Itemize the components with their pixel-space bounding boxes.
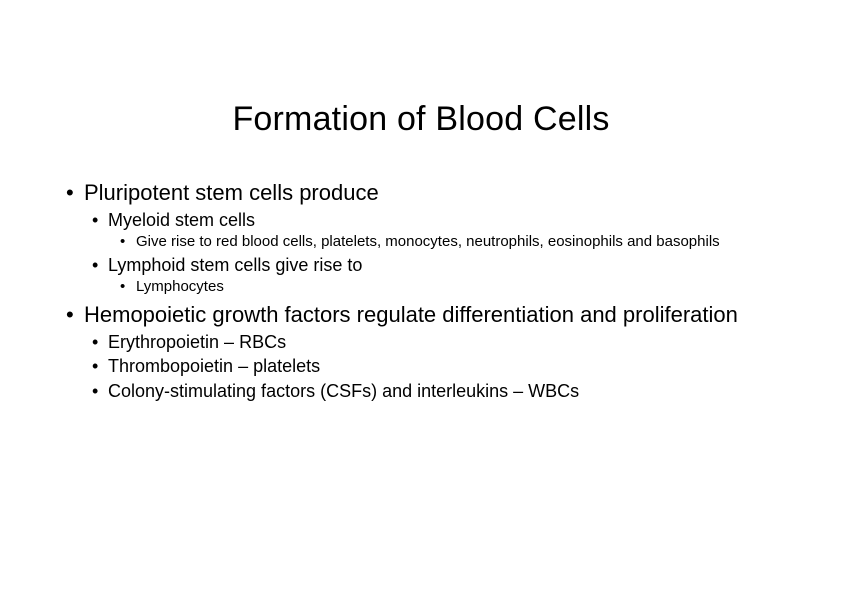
bullet-text: Lymphoid stem cells give rise to	[108, 255, 362, 275]
bullet-lvl1: Hemopoietic growth factors regulate diff…	[60, 301, 782, 402]
bullet-text: Give rise to red blood cells, platelets,…	[136, 233, 720, 250]
bullet-lvl2: Myeloid stem cells Give rise to red bloo…	[84, 209, 782, 252]
bullet-lvl2: Colony-stimulating factors (CSFs) and in…	[84, 380, 782, 403]
bullet-text: Pluripotent stem cells produce	[84, 180, 379, 205]
slide: Formation of Blood Cells Pluripotent ste…	[0, 0, 842, 446]
bullet-sublist: Give rise to red blood cells, platelets,…	[108, 233, 782, 252]
bullet-text: Myeloid stem cells	[108, 210, 255, 230]
bullet-lvl2: Thrombopoietin – platelets	[84, 355, 782, 378]
bullet-text: Thrombopoietin – platelets	[108, 356, 320, 376]
bullet-text: Lymphocytes	[136, 278, 224, 295]
bullet-list: Pluripotent stem cells produce Myeloid s…	[60, 179, 782, 402]
bullet-sublist: Erythropoietin – RBCs Thrombopoietin – p…	[84, 331, 782, 403]
bullet-text: Hemopoietic growth factors regulate diff…	[84, 302, 738, 327]
bullet-text: Erythropoietin – RBCs	[108, 332, 286, 352]
slide-title: Formation of Blood Cells	[60, 100, 782, 139]
bullet-lvl3: Give rise to red blood cells, platelets,…	[108, 233, 782, 252]
bullet-text: Colony-stimulating factors (CSFs) and in…	[108, 381, 579, 401]
bullet-lvl1: Pluripotent stem cells produce Myeloid s…	[60, 179, 782, 297]
bullet-sublist: Myeloid stem cells Give rise to red bloo…	[84, 209, 782, 298]
bullet-sublist: Lymphocytes	[108, 278, 782, 297]
bullet-lvl2: Erythropoietin – RBCs	[84, 331, 782, 354]
bullet-lvl4: Lymphocytes	[108, 278, 782, 297]
bullet-lvl2: Lymphoid stem cells give rise to Lymphoc…	[84, 254, 782, 297]
